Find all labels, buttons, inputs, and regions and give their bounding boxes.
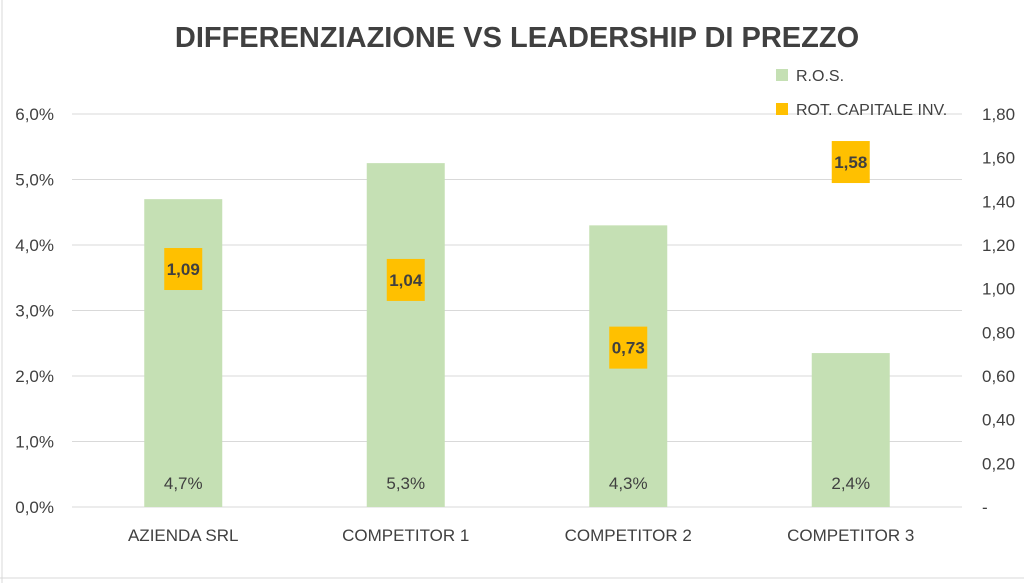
chart-title: DIFFERENZIAZIONE VS LEADERSHIP DI PREZZO [175,22,859,54]
legend-label-ros: R.O.S. [796,68,844,85]
rotation-marker [164,248,203,291]
legend: R.O.S. ROT. CAPITALE INV. [776,68,947,119]
right-tick-label: 1,80 [982,105,1015,124]
right-tick-label: 1,40 [982,192,1015,211]
ros-bar-label: 5,3% [386,474,425,493]
left-tick-label: 2,0% [15,367,54,386]
right-tick-label: 0,60 [982,367,1015,386]
right-axis-tick-labels: - 0,20 0,40 0,60 0,80 1,00 1,20 1,40 1,60 1,80 [982,105,1015,517]
category-label: COMPETITOR 3 [787,526,914,545]
rotation-marker-label: 1,04 [389,271,423,290]
rotation-marker [831,141,870,184]
right-tick-label: 0,20 [982,454,1015,473]
legend-swatch-ros [776,69,788,81]
right-tick-label: - [982,498,988,517]
left-tick-label: 0,0% [15,498,54,517]
rotation-marker-label: 0,73 [612,339,645,358]
ros-bar-label: 4,3% [609,474,648,493]
left-tick-label: 6,0% [15,105,54,124]
right-tick-label: 1,20 [982,236,1015,255]
category-label: COMPETITOR 1 [342,526,469,545]
ros-bars: 4,7% 5,3% 4,3% 2,4% [144,163,890,507]
left-tick-label: 4,0% [15,236,54,255]
rotation-markers: 1,09 1,04 0,73 1,58 [164,141,870,369]
ros-bar-label: 2,4% [831,474,870,493]
rotation-marker-label: 1,09 [167,260,200,279]
rotation-marker [386,258,425,301]
right-tick-label: 1,60 [982,149,1015,168]
left-tick-label: 5,0% [15,171,54,190]
left-axis-tick-labels: 0,0% 1,0% 2,0% 3,0% 4,0% 5,0% 6,0% [15,105,54,517]
legend-swatch-rotation [776,103,788,115]
rotation-marker [609,326,648,369]
left-tick-label: 1,0% [15,433,54,452]
ros-bar [366,163,445,507]
ros-bar-label: 4,7% [164,474,203,493]
ros-bar [811,353,890,507]
rotation-marker-label: 1,58 [834,153,867,172]
ros-bar [144,199,223,507]
left-tick-label: 3,0% [15,302,54,321]
category-label: AZIENDA SRL [128,526,239,545]
right-tick-label: 1,00 [982,280,1015,299]
category-labels: AZIENDA SRL COMPETITOR 1 COMPETITOR 2 COMPE… [128,526,914,545]
category-label: COMPETITOR 2 [565,526,692,545]
legend-label-rotation: ROT. CAPITALE INV. [796,102,947,119]
right-tick-label: 0,80 [982,323,1015,342]
right-tick-label: 0,40 [982,411,1015,430]
